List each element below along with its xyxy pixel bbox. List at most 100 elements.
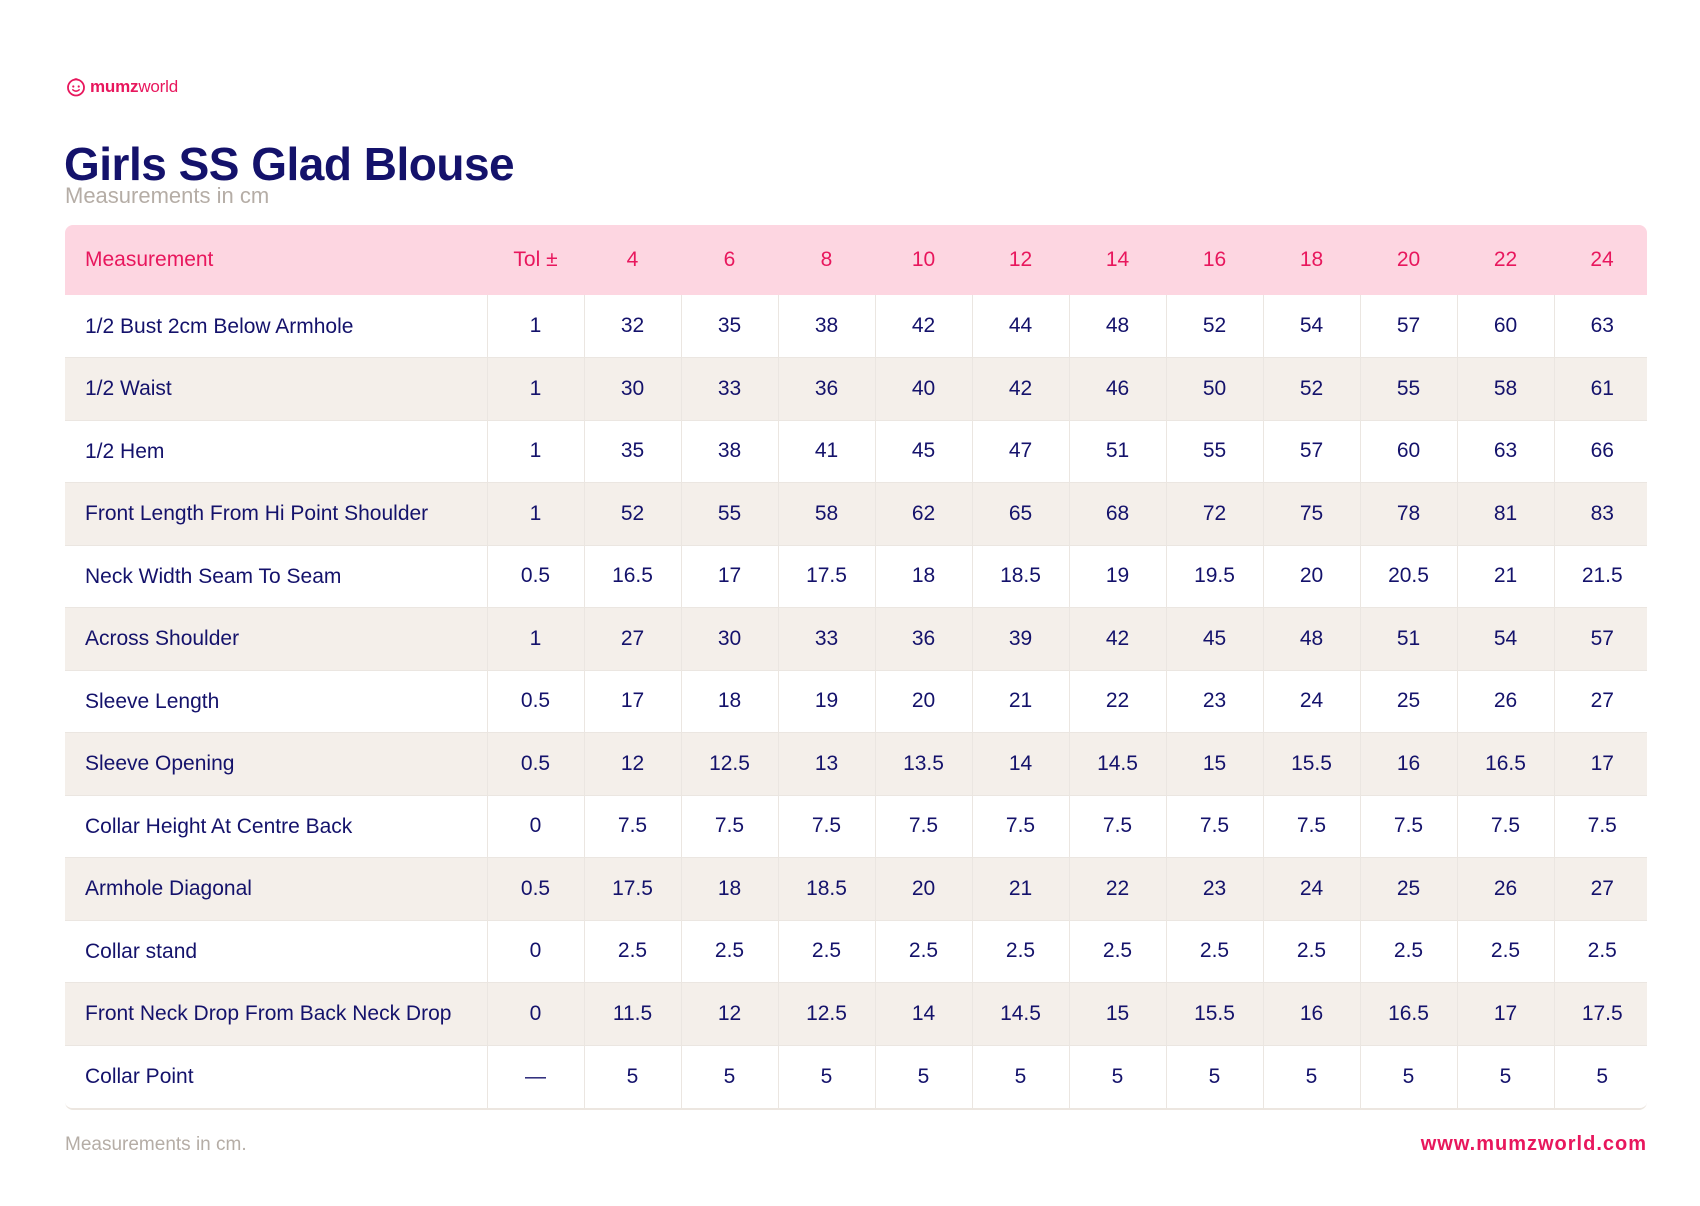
size-value-cell: 62 bbox=[874, 482, 972, 545]
table-row: Collar stand 0 2.5 2.5 2.5 2.5 2.5 2.5 2.5 2.5 2.5… bbox=[65, 919, 1647, 983]
size-value-cell: 20 bbox=[874, 669, 972, 733]
table-row: Neck Width Seam To Seam 0.5 16.5 17 17.5 18 18… bbox=[65, 544, 1647, 608]
size-value-cell: 39 bbox=[971, 607, 1069, 670]
size-value-cell: 7.5 bbox=[1553, 794, 1647, 858]
size-value-cell: 75 bbox=[1262, 482, 1360, 545]
table-header-row: Measurement Tol ± 4 6 8 10 12 14 16 18 2… bbox=[65, 225, 1647, 295]
size-value-cell: 30 bbox=[680, 607, 778, 670]
measurement-label: 1/2 Bust 2cm Below Armhole bbox=[85, 314, 354, 338]
size-value-cell: 20.5 bbox=[1359, 544, 1457, 608]
measurement-label: Neck Width Seam To Seam bbox=[65, 544, 487, 608]
size-value-cell: 45 bbox=[874, 419, 972, 483]
measurement-label: Collar stand bbox=[65, 919, 487, 983]
size-value-cell: 15.5 bbox=[1262, 732, 1360, 795]
size-value-cell: 2.5 bbox=[1553, 919, 1647, 983]
column-header: 12 bbox=[1008, 248, 1033, 271]
size-value-cell: 2.5 bbox=[1456, 919, 1554, 983]
size-value-cell: 20 bbox=[874, 857, 972, 920]
size-value-cell: 24 bbox=[1262, 857, 1360, 920]
measurement-label: Armhole Diagonal bbox=[65, 857, 487, 920]
size-value-cell: 7.5 bbox=[777, 794, 875, 858]
size-value-cell: 5 bbox=[874, 1044, 972, 1108]
size-value-cell: 17 bbox=[680, 544, 778, 608]
size-value-cell: 5 bbox=[1262, 1044, 1360, 1108]
size-value-cell: 21.5 bbox=[1553, 544, 1647, 608]
size-chart-table: Measurement Tol ± 4 6 8 10 12 14 16 18 2… bbox=[65, 225, 1647, 1108]
tolerance-cell: 0.5 bbox=[486, 669, 584, 733]
size-value-cell: 19 bbox=[777, 669, 875, 733]
size-value-cell: 41 bbox=[777, 419, 875, 483]
size-value-cell: 36 bbox=[874, 607, 972, 670]
size-value-cell: 13.5 bbox=[874, 732, 972, 795]
size-value-cell: 46 bbox=[1068, 357, 1166, 420]
size-value-cell: 5 bbox=[1553, 1044, 1647, 1108]
size-value-cell: 58 bbox=[1456, 357, 1554, 420]
size-value-cell: 61 bbox=[1553, 357, 1647, 420]
size-value-cell: 26 bbox=[1456, 857, 1554, 920]
size-value-cell: 2.5 bbox=[1165, 919, 1263, 983]
column-header: Measurement bbox=[85, 248, 214, 271]
page-subtitle: Measurements in cm bbox=[65, 183, 270, 208]
size-value-cell: 18 bbox=[874, 544, 972, 608]
size-value-cell: 16 bbox=[1262, 982, 1360, 1045]
size-value-cell: 15.5 bbox=[1165, 982, 1263, 1045]
tolerance-cell: 1 bbox=[486, 357, 584, 420]
measurement-label: Across Shoulder bbox=[65, 607, 487, 670]
size-value-cell: 52 bbox=[583, 482, 681, 545]
size-value-cell: 58 bbox=[777, 482, 875, 545]
tolerance-cell: 1 bbox=[486, 607, 584, 670]
size-value-cell: 16.5 bbox=[1359, 982, 1457, 1045]
size-value-cell: 5 bbox=[583, 1044, 681, 1108]
size-value-cell: 7.5 bbox=[583, 794, 681, 858]
measurement-label: Collar Point bbox=[65, 1044, 487, 1108]
table-row: Collar Height At Centre Back 0 7.5 7.5 7.5 7.… bbox=[65, 794, 1647, 858]
size-value-cell: 78 bbox=[1359, 482, 1457, 545]
size-value-cell: 5 bbox=[1359, 1044, 1457, 1108]
size-value-cell: 33 bbox=[777, 607, 875, 670]
size-value-cell: 2.5 bbox=[1068, 919, 1166, 983]
table-row: Front Neck Drop From Back Neck Drop 0 11.5… bbox=[65, 982, 1647, 1045]
size-value-cell: 57 bbox=[1359, 295, 1457, 358]
size-value-cell: 51 bbox=[1359, 607, 1457, 670]
tolerance-cell: 1 bbox=[486, 482, 584, 545]
table-row: Collar Point —5 5 5 5 5 5 5 5 5 5 5 bbox=[65, 1044, 1647, 1108]
brand-logo: mumz world bbox=[66, 74, 178, 100]
size-value-cell: 42 bbox=[1068, 607, 1166, 670]
size-value-cell: 47 bbox=[971, 419, 1069, 483]
size-value-cell: 17.5 bbox=[777, 544, 875, 608]
size-value-cell: 48 bbox=[1068, 295, 1166, 358]
size-value-cell: 19.5 bbox=[1165, 544, 1263, 608]
column-header: 22 bbox=[1493, 248, 1518, 271]
size-value-cell: 2.5 bbox=[971, 919, 1069, 983]
size-value-cell: 44 bbox=[971, 295, 1069, 358]
size-value-cell: 55 bbox=[1165, 419, 1263, 483]
size-value-cell: 5 bbox=[1068, 1044, 1166, 1108]
size-value-cell: 50 bbox=[1165, 357, 1263, 420]
tolerance-cell: 1 bbox=[486, 295, 584, 358]
tolerance-cell: — bbox=[486, 1044, 584, 1108]
size-value-cell: 18.5 bbox=[777, 857, 875, 920]
size-value-cell: 55 bbox=[680, 482, 778, 545]
table-row: Sleeve Length 0.5 17 18 19 20 21 22 23 24 25 26 27 bbox=[65, 669, 1647, 733]
size-value-cell: 11.5 bbox=[583, 982, 681, 1045]
size-value-cell: 66 bbox=[1553, 419, 1647, 483]
size-value-cell: 17.5 bbox=[583, 857, 681, 920]
size-value-cell: 18.5 bbox=[971, 544, 1069, 608]
table-row: Front Length From Hi Point Shoulder 1 52 55… bbox=[65, 482, 1647, 545]
size-value-cell: 7.5 bbox=[874, 794, 972, 858]
size-value-cell: 2.5 bbox=[1262, 919, 1360, 983]
size-value-cell: 57 bbox=[1262, 419, 1360, 483]
size-value-cell: 33 bbox=[680, 357, 778, 420]
column-header: 20 bbox=[1396, 248, 1421, 271]
size-value-cell: 2.5 bbox=[1359, 919, 1457, 983]
size-value-cell: 26 bbox=[1456, 669, 1554, 733]
size-value-cell: 23 bbox=[1165, 857, 1263, 920]
website-link[interactable]: www.mumzworld.com bbox=[1420, 1133, 1647, 1155]
size-value-cell: 14.5 bbox=[1068, 732, 1166, 795]
size-value-cell: 30 bbox=[583, 357, 681, 420]
size-value-cell: 7.5 bbox=[1456, 794, 1554, 858]
size-value-cell: 16.5 bbox=[583, 544, 681, 608]
size-value-cell: 54 bbox=[1262, 295, 1360, 358]
size-value-cell: 7.5 bbox=[1359, 794, 1457, 858]
size-value-cell: 25 bbox=[1359, 857, 1457, 920]
